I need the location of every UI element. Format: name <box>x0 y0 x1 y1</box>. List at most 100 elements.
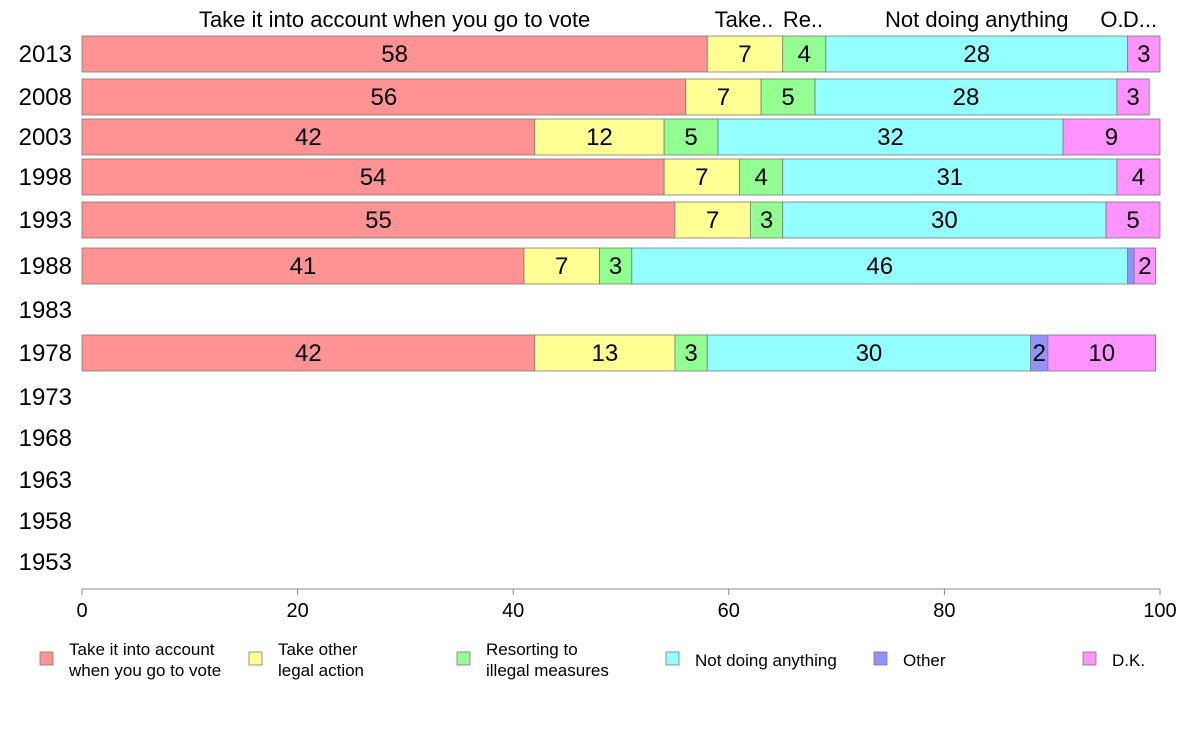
data-label-1978-4: 2 <box>1033 340 1046 367</box>
legend-label-2-0: Resorting to <box>486 640 578 659</box>
legend-swatch-1 <box>248 651 263 666</box>
legend-label-5-0: D.K. <box>1112 651 1145 670</box>
category-label-1963: 1963 <box>19 467 72 494</box>
data-label-2008-2: 5 <box>781 84 794 111</box>
data-label-1988-1: 7 <box>555 253 568 280</box>
legend-swatch-4 <box>873 651 888 666</box>
data-label-1988-0: 41 <box>290 253 317 280</box>
data-label-1993-0: 55 <box>365 207 392 234</box>
legend-swatch-3 <box>665 651 680 666</box>
category-label-1973: 1973 <box>19 384 72 411</box>
category-label-2013: 2013 <box>19 41 72 68</box>
category-label-1988: 1988 <box>19 253 72 280</box>
data-label-1993-3: 30 <box>931 207 958 234</box>
legend-swatch-0 <box>39 651 54 666</box>
data-label-1998-0: 54 <box>360 164 387 191</box>
legend-label-4-0: Other <box>903 651 946 670</box>
bar-segment-2003-2 <box>663 118 719 156</box>
bar-segment-2008-0 <box>81 78 687 116</box>
category-label-1953: 1953 <box>19 549 72 576</box>
bar-segment-1998-3 <box>782 158 1118 196</box>
x-tick-label-60: 60 <box>718 600 740 622</box>
column-header-0: Take it into account when you go to vote <box>199 7 590 32</box>
data-label-1978-2: 3 <box>684 340 697 367</box>
legend-label-1-0: Take other <box>278 640 358 659</box>
data-label-2008-1: 7 <box>717 84 730 111</box>
bar-segment-1998-5 <box>1116 158 1161 196</box>
x-tick-label-80: 80 <box>933 600 955 622</box>
x-tick-label-0: 0 <box>76 600 87 622</box>
legend-label-0-0: Take it into account <box>69 640 215 659</box>
bar-segment-1993-2 <box>749 201 784 239</box>
bar-segment-1978-0 <box>81 334 536 372</box>
bar-segment-2013-2 <box>782 35 827 73</box>
bar-segment-2013-1 <box>706 35 784 73</box>
data-label-1998-2: 4 <box>754 164 767 191</box>
category-label-1958: 1958 <box>19 508 72 535</box>
data-label-2013-1: 7 <box>738 41 751 68</box>
column-header-5: D... <box>1123 7 1157 32</box>
bar-segment-1988-5 <box>1133 247 1157 285</box>
x-tick-label-20: 20 <box>286 600 308 622</box>
data-label-1978-0: 42 <box>295 340 322 367</box>
bar-segment-1978-3 <box>706 334 1032 372</box>
bar-segment-2003-3 <box>717 118 1064 156</box>
bar-segment-1978-1 <box>534 334 676 372</box>
column-header-1: Take.. <box>715 7 774 32</box>
bar-segment-1978-2 <box>674 334 708 372</box>
bar-segment-1978-5 <box>1047 334 1157 372</box>
legend-swatch-2 <box>456 651 471 666</box>
bar-segment-1988-4 <box>1127 247 1135 285</box>
bar-segment-1988-3 <box>631 247 1129 285</box>
legend-label-3-0: Not doing anything <box>695 651 837 670</box>
data-label-2003-5: 9 <box>1105 124 1118 151</box>
data-label-1988-5: 2 <box>1138 253 1151 280</box>
category-label-1993: 1993 <box>19 207 72 234</box>
data-label-2013-0: 58 <box>381 41 408 68</box>
bar-segment-2013-5 <box>1127 35 1161 73</box>
legend-swatch-5 <box>1082 651 1097 666</box>
data-label-1993-1: 7 <box>706 207 719 234</box>
data-label-1993-5: 5 <box>1126 207 1139 234</box>
bar-segment-1993-0 <box>81 201 676 239</box>
legend-label-2-1: illegal measures <box>486 661 609 680</box>
data-label-1998-3: 31 <box>936 164 963 191</box>
data-label-2003-3: 32 <box>877 124 904 151</box>
bar-segment-1998-0 <box>81 158 665 196</box>
x-tick-label-40: 40 <box>502 600 524 622</box>
bar-segment-2008-5 <box>1116 78 1150 116</box>
column-header-3: Not doing anything <box>885 7 1068 32</box>
data-label-2003-1: 12 <box>586 124 613 151</box>
data-label-1978-5: 10 <box>1088 340 1115 367</box>
data-label-2003-2: 5 <box>684 124 697 151</box>
category-label-1983: 1983 <box>19 297 72 324</box>
data-label-1978-3: 30 <box>856 340 883 367</box>
category-label-2003: 2003 <box>19 124 72 151</box>
data-label-1988-2: 3 <box>609 253 622 280</box>
data-label-2008-5: 3 <box>1126 84 1139 111</box>
category-label-2008: 2008 <box>19 84 72 111</box>
bar-segment-1993-3 <box>782 201 1107 239</box>
data-label-2008-0: 56 <box>370 84 397 111</box>
bar-segment-2008-2 <box>760 78 816 116</box>
x-tick-label-100: 100 <box>1143 600 1176 622</box>
bar-segment-1993-1 <box>674 201 751 239</box>
data-label-2003-0: 42 <box>295 124 322 151</box>
bar-segment-2013-3 <box>825 35 1129 73</box>
bar-segment-2013-0 <box>81 35 708 73</box>
data-label-2008-3: 28 <box>953 84 980 111</box>
category-label-1968: 1968 <box>19 425 72 452</box>
data-label-1993-2: 3 <box>760 207 773 234</box>
bar-segment-1988-0 <box>81 247 525 285</box>
bar-segment-2003-5 <box>1062 118 1161 156</box>
column-header-2: Re.. <box>783 7 823 32</box>
data-label-1988-3: 46 <box>866 253 893 280</box>
bar-segment-2003-1 <box>534 118 665 156</box>
bar-segment-1998-1 <box>663 158 740 196</box>
data-label-1998-5: 4 <box>1132 164 1145 191</box>
legend-label-0-1: when you go to vote <box>68 661 221 680</box>
bar-segment-1998-2 <box>739 158 784 196</box>
data-label-2013-5: 3 <box>1137 41 1150 68</box>
data-label-2013-3: 28 <box>963 41 990 68</box>
